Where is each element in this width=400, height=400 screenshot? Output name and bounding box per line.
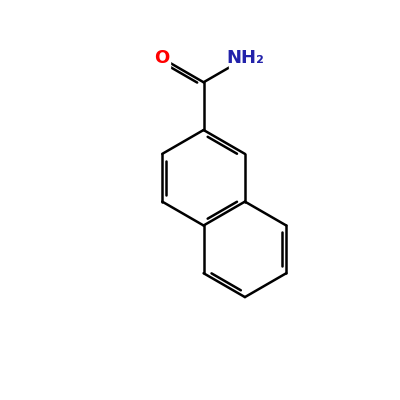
- Bar: [154, 49, 170, 68]
- Text: NH₂: NH₂: [226, 49, 264, 67]
- Bar: [229, 48, 261, 68]
- Text: O: O: [155, 49, 170, 67]
